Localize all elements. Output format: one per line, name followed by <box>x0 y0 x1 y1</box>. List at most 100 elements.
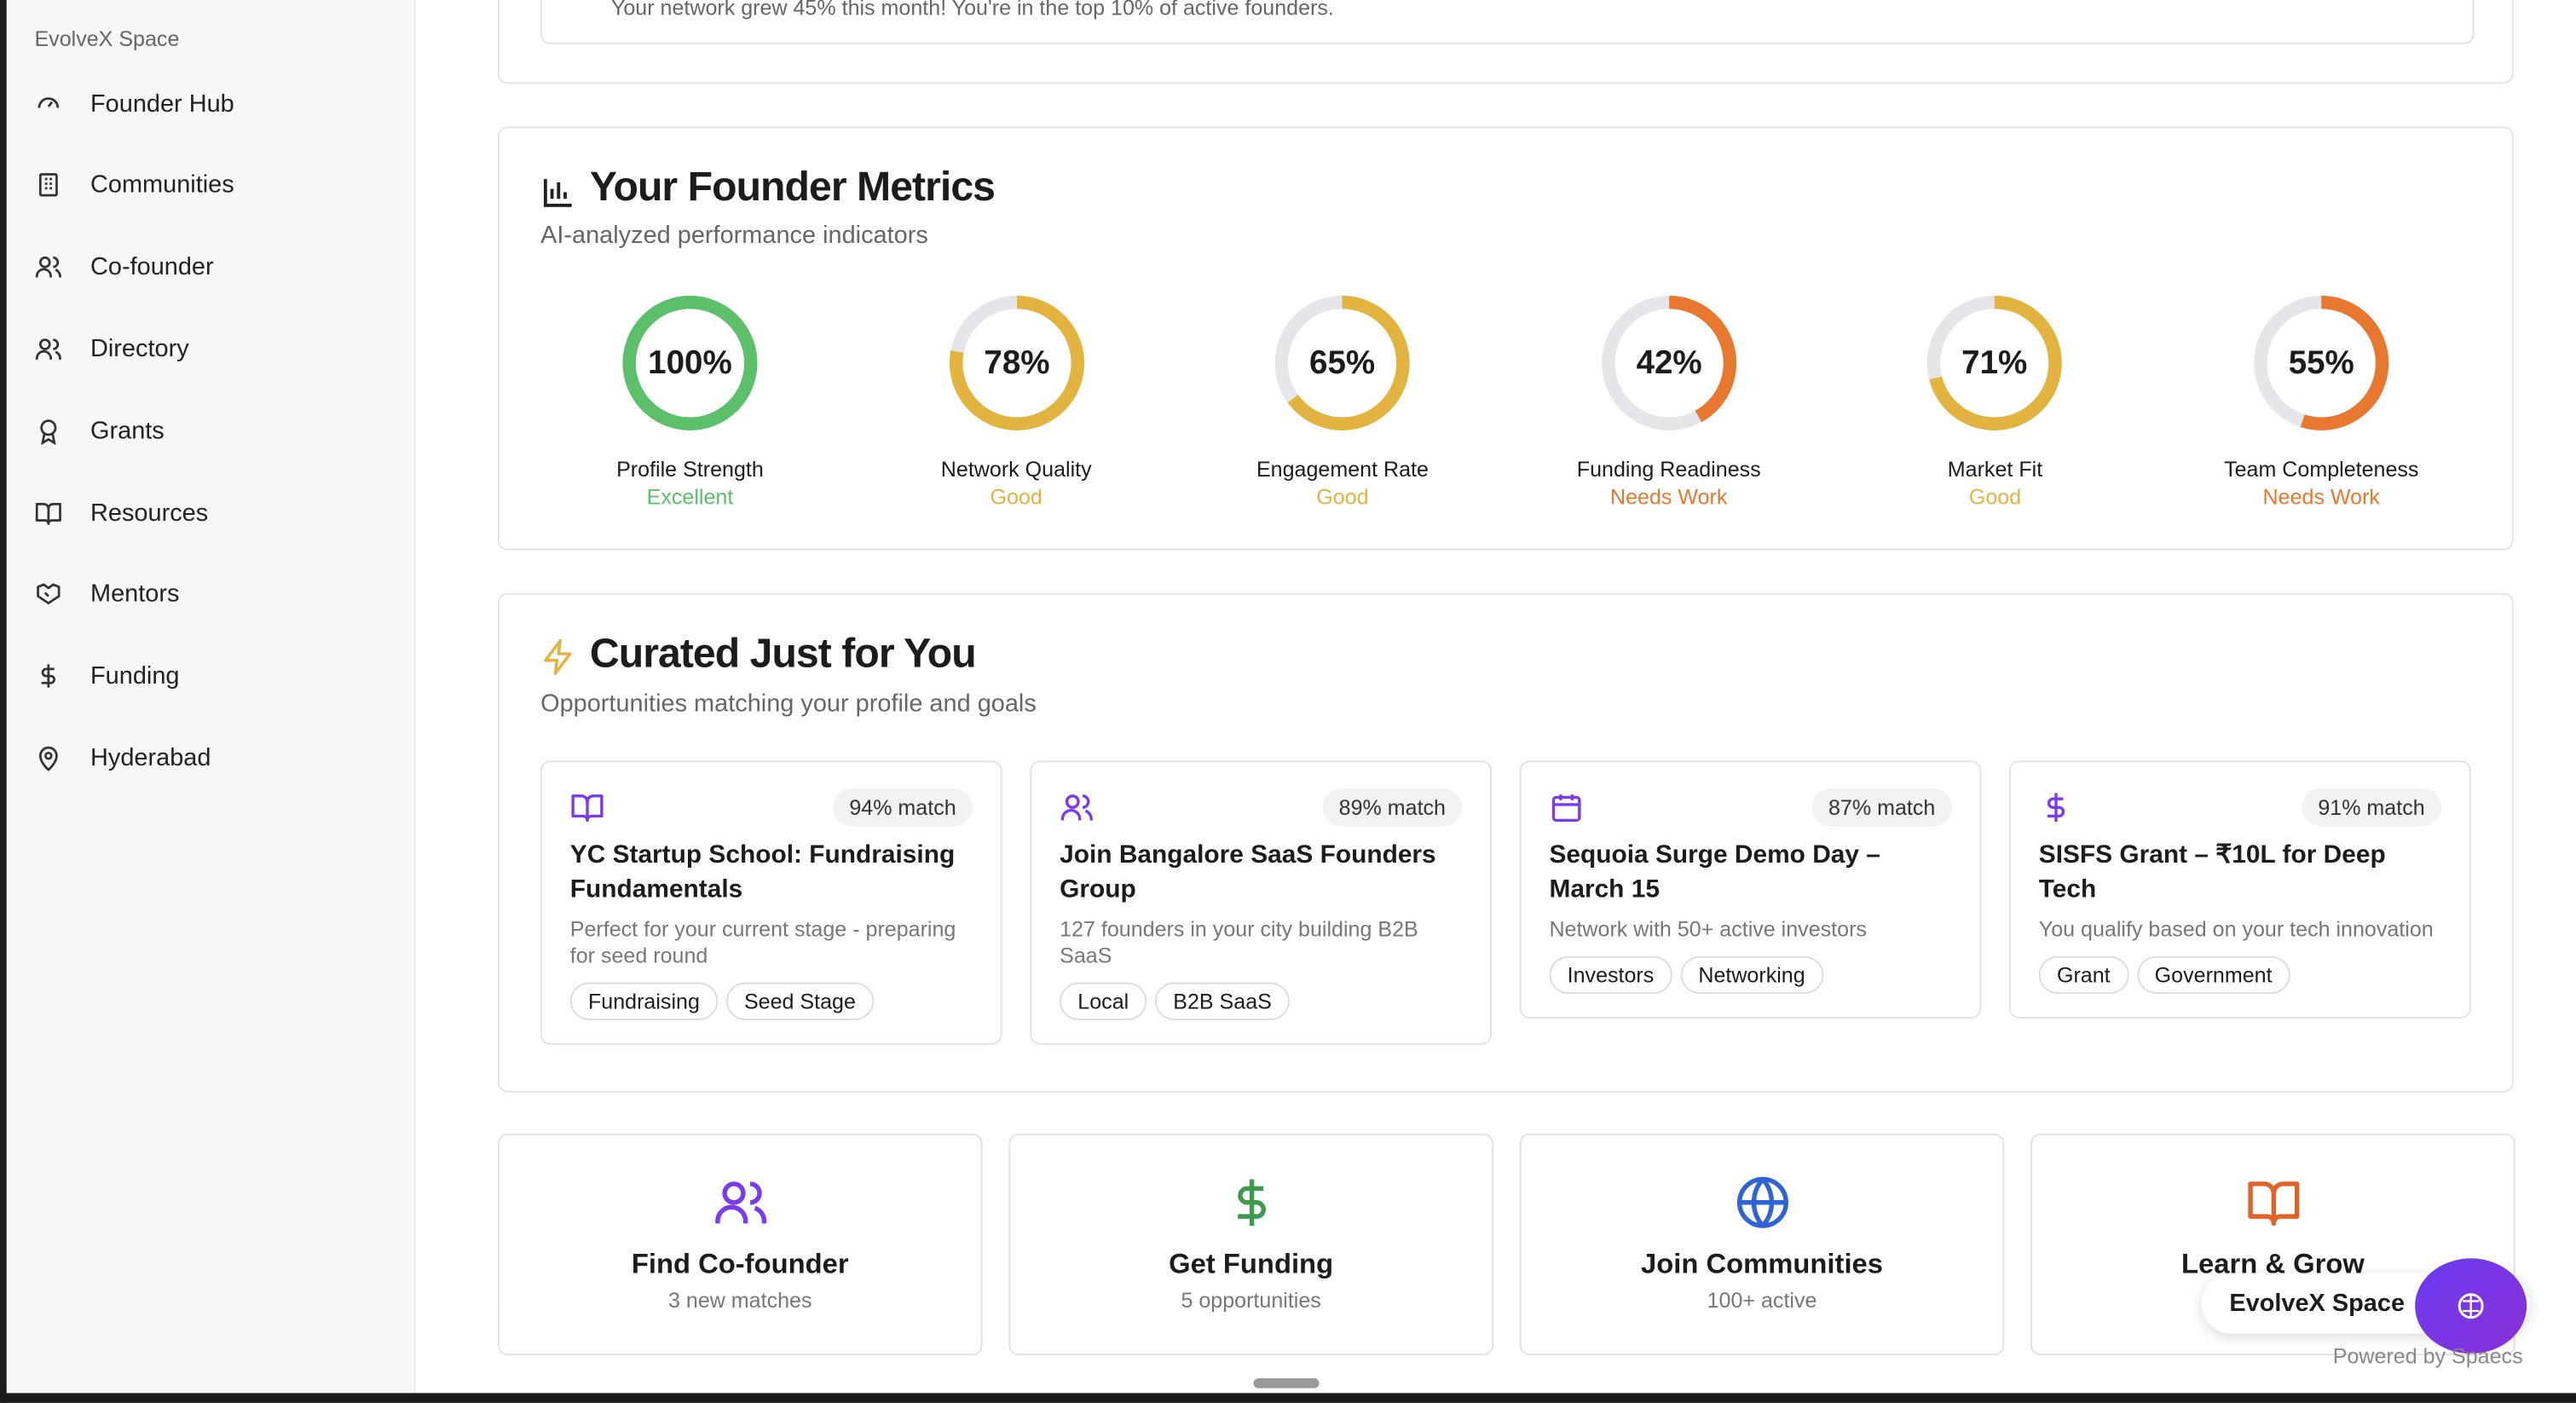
quick-action[interactable]: Join Communities 100+ active <box>1519 1133 2005 1356</box>
metric-label: Engagement Rate <box>1256 456 1429 482</box>
nav-label: Funding <box>90 661 180 690</box>
metric-label: Market Fit <box>1947 456 2043 482</box>
nav-item[interactable]: Founder Hub <box>7 79 414 129</box>
metric-ring: 78% <box>949 295 1084 430</box>
metrics-icon <box>543 179 572 207</box>
assistant-label: EvolveX Space <box>2229 1289 2406 1318</box>
quick-action[interactable]: Find Co-founder 3 new matches <box>497 1133 983 1356</box>
quick-action-icon <box>714 1181 766 1224</box>
nav-label: Mentors <box>90 580 180 609</box>
match-pill: 87% match <box>1811 788 1952 827</box>
brand: EvolveX Space <box>34 26 180 51</box>
metric: 71% Market Fit Good <box>1847 294 2143 509</box>
metric-label: Network Quality <box>940 456 1092 482</box>
nav-label: Grants <box>90 416 165 445</box>
nav-icon <box>41 664 56 688</box>
quick-action-icon <box>2247 1181 2299 1227</box>
frame-bottom <box>0 1393 2576 1403</box>
curated-icon <box>544 638 572 675</box>
opportunity-card[interactable]: 91% match SISFS Grant – ₹10L for Deep Tec… <box>2009 760 2471 1019</box>
tag: B2B SaaS <box>1155 982 1291 1020</box>
metric: 42% Funding Readiness Needs Work <box>1521 294 1816 509</box>
metric-ring: 65% <box>1274 295 1410 430</box>
card-title: Sequoia Surge Demo Day – March 15 <box>1549 840 1880 904</box>
nav-label: Founder Hub <box>90 89 234 118</box>
metric-label: Funding Readiness <box>1576 456 1761 482</box>
banner: Your network grew 45% this month! You're… <box>540 0 2475 45</box>
ring-label: 100% <box>648 344 732 381</box>
nav-item[interactable]: Co-founder <box>7 242 414 292</box>
metric: 55% Team Completeness Needs Work <box>2174 294 2469 509</box>
card-description: 127 founders in your city building B2B S… <box>1060 916 1418 968</box>
nav-label: Directory <box>90 334 189 363</box>
nav-item[interactable]: Resources <box>7 488 414 537</box>
match-pill: 91% match <box>2302 788 2441 827</box>
quick-action-title: Join Communities <box>1641 1248 1884 1280</box>
card-top: 87% match <box>1549 788 1952 827</box>
quick-action[interactable]: Get Funding 5 opportunities <box>1008 1133 1493 1356</box>
scroll-handle <box>1253 1378 1320 1389</box>
metric-label: Team Completeness <box>2224 456 2419 482</box>
assistant-footer: Powered by Spaecs <box>2332 1343 2523 1369</box>
card-title: SISFS Grant – ₹10L for Deep Tech <box>2038 840 2386 904</box>
metric-status: Needs Work <box>2262 484 2380 510</box>
nav-icon <box>38 746 58 771</box>
quick-action-icon <box>1736 1176 1788 1228</box>
ring-value <box>1274 295 1410 430</box>
nav-item[interactable]: Funding <box>7 651 414 701</box>
card-description: You qualify based on your tech innovatio… <box>2038 916 2434 942</box>
tag: Seed Stage <box>725 982 875 1020</box>
card-description: Perfect for your current stage - prepari… <box>569 916 956 968</box>
ring-value <box>949 295 1084 430</box>
curated-title: Curated Just for You <box>589 631 977 678</box>
assistant-button[interactable] <box>2415 1258 2527 1354</box>
ring-label: 78% <box>984 344 1049 381</box>
ring-label: 42% <box>1636 344 1701 381</box>
tag: Fundraising <box>569 982 719 1020</box>
tag: Investors <box>1549 956 1672 995</box>
card-icon <box>1060 794 1093 821</box>
frame-left <box>0 0 7 1403</box>
card-tags: Local B2B SaaS <box>1060 982 1462 1020</box>
nav-icon <box>38 96 60 107</box>
metrics-subtitle: AI-analyzed performance indicators <box>540 222 928 250</box>
quick-action-subtitle: 100+ active <box>1707 1288 1817 1313</box>
nav-icon <box>35 338 61 360</box>
tag: Government <box>2136 956 2290 995</box>
ring-value <box>622 295 758 430</box>
nav-item[interactable]: Communities <box>7 160 414 210</box>
metric-status: Good <box>1316 484 1369 510</box>
nav-label: Communities <box>90 171 234 199</box>
opportunity-card[interactable]: 94% match YC Startup School: Fundraising … <box>540 760 1002 1045</box>
metric-status: Excellent <box>646 484 734 510</box>
tag: Grant <box>2038 956 2128 995</box>
metric-status: Good <box>990 484 1043 510</box>
banner-card: Your network grew 45% this month! You're… <box>497 0 2514 84</box>
quick-action-icon <box>1237 1179 1265 1227</box>
metrics-title: Your Founder Metrics <box>589 164 996 211</box>
quick-action-title: Find Co-founder <box>631 1248 849 1280</box>
metric-status: Good <box>1968 484 2022 510</box>
metric: 78% Network Quality Good <box>869 294 1164 509</box>
opportunity-card[interactable]: 87% match Sequoia Surge Demo Day – March … <box>1519 760 1982 1019</box>
metric-status: Needs Work <box>1610 484 1728 510</box>
ring-label: 55% <box>2289 344 2354 381</box>
assistant-icon <box>2458 1293 2484 1319</box>
nav-item[interactable]: Directory <box>7 324 414 373</box>
card-icon <box>571 794 604 823</box>
opportunity-card[interactable]: 89% match Join Bangalore SaaS Founders Gr… <box>1030 760 1492 1045</box>
nav-item[interactable]: Hyderabad <box>7 733 414 782</box>
card-tags: Grant Government <box>2038 956 2441 995</box>
ring-label: 65% <box>1309 344 1375 381</box>
ring-value <box>1601 295 1736 430</box>
nav-item[interactable]: Mentors <box>7 569 414 619</box>
nav-icon <box>38 173 58 198</box>
sidebar: EvolveX Space Founder Hub Communities Co-f… <box>6 0 416 1394</box>
nav-item[interactable]: Grants <box>7 406 414 455</box>
match-pill: 94% match <box>833 788 973 827</box>
card-top: 89% match <box>1060 788 1463 827</box>
nav-icon <box>40 419 57 445</box>
nav-icon <box>35 502 61 524</box>
card-icon <box>2047 793 2065 823</box>
